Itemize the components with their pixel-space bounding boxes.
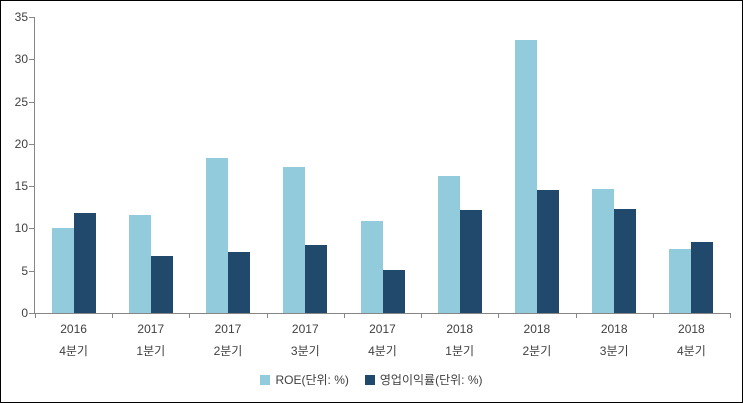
y-axis-tick-20 (29, 144, 35, 145)
y-axis-label-0: 0 (21, 306, 28, 320)
y-axis-label-10: 10 (14, 221, 28, 235)
y-axis-tick-10 (29, 228, 35, 229)
x-axis-label-year-8: 2018 (678, 322, 705, 336)
x-axis-label-year-2: 2017 (214, 322, 242, 336)
bar-operating-margin-2017-4분기 (382, 269, 405, 313)
legend-label-operating-margin: 영업이익률(단위: %) (379, 373, 483, 387)
bar-operating-margin-2016-4분기 (73, 213, 96, 313)
bar-roe-2018-3분기 (592, 188, 615, 313)
legend-label-roe: ROE(단위: %) (275, 373, 349, 387)
x-axis-tick-4 (344, 313, 345, 318)
x-axis-tick-6 (498, 313, 499, 318)
x-axis-label-quarter-4: 4분기 (368, 344, 397, 358)
bar-roe-2018-1분기 (437, 176, 460, 313)
bar-operating-margin-2018-3분기 (614, 209, 637, 313)
bar-operating-margin-2018-4분기 (691, 242, 714, 313)
x-axis-label-quarter-6: 2분기 (522, 344, 552, 358)
x-axis-tick-3 (267, 313, 268, 318)
bar-roe-2018-2분기 (514, 39, 537, 313)
y-axis-tick-25 (29, 102, 35, 103)
y-axis-label-20: 20 (14, 137, 28, 151)
x-axis-tick-5 (421, 313, 422, 318)
bar-roe-2016-4분기 (51, 228, 74, 313)
bar-roe-2018-4분기 (669, 248, 692, 313)
bar-roe-2017-2분기 (206, 158, 229, 313)
bar-operating-margin-2017-2분기 (228, 252, 251, 313)
x-axis-tick-9 (730, 313, 731, 318)
y-axis-tick-0 (29, 313, 35, 314)
y-axis-label-35: 35 (14, 10, 28, 24)
y-axis-label-30: 30 (14, 52, 28, 66)
y-axis-label-25: 25 (14, 95, 28, 109)
legend-swatch-operating-margin-icon (364, 374, 375, 385)
plot-area: 0 5 10 15 20 25 30 35 2016 4분기 2017 1분기 2017 2분기 2017 3… (15, 11, 731, 357)
bar-roe-2017-4분기 (360, 220, 383, 313)
y-axis-label-5: 5 (21, 264, 28, 278)
x-axis-label-quarter-0: 4분기 (59, 344, 88, 358)
x-axis-label-quarter-1: 1분기 (136, 344, 166, 358)
bar-roe-2017-3분기 (283, 166, 306, 313)
x-axis-label-year-4: 2017 (369, 322, 396, 336)
legend-item-roe: ROE(단위: %) (260, 371, 349, 388)
x-axis-label-year-7: 2018 (600, 322, 628, 336)
x-axis-label-quarter-3: 3분기 (290, 344, 320, 358)
x-axis-label-year-3: 2017 (291, 322, 319, 336)
legend: ROE(단위: %) 영업이익률(단위: %) (1, 371, 742, 388)
x-axis-label-quarter-2: 2분기 (213, 344, 243, 358)
x-axis-tick-8 (653, 313, 654, 318)
legend-item-operating-margin: 영업이익률(단위: %) (364, 371, 483, 388)
y-axis-tick-35 (29, 17, 35, 18)
x-axis-tick-0 (35, 313, 36, 318)
x-axis-label-year-6: 2018 (523, 322, 551, 336)
x-axis-label-year-1: 2017 (137, 322, 165, 336)
x-axis-label-quarter-8: 4분기 (677, 344, 706, 358)
x-axis-tick-2 (189, 313, 190, 318)
legend-swatch-roe-icon (260, 374, 271, 385)
x-axis-label-year-5: 2018 (446, 322, 474, 336)
y-axis-tick-30 (29, 59, 35, 60)
bar-operating-margin-2017-3분기 (305, 244, 328, 313)
y-axis-tick-15 (29, 186, 35, 187)
x-axis-label-year-0: 2016 (60, 322, 87, 336)
x-axis-tick-7 (576, 313, 577, 318)
bar-roe-2017-1분기 (128, 214, 151, 313)
bar-operating-margin-2018-1분기 (459, 209, 482, 313)
bar-operating-margin-2017-1분기 (150, 256, 173, 313)
y-axis-label-15: 15 (14, 179, 28, 193)
x-axis-tick-1 (112, 313, 113, 318)
x-axis-label-quarter-7: 3분기 (599, 344, 629, 358)
bar-operating-margin-2018-2분기 (536, 190, 559, 313)
x-axis-label-quarter-5: 1분기 (445, 344, 475, 358)
y-axis-tick-5 (29, 271, 35, 272)
